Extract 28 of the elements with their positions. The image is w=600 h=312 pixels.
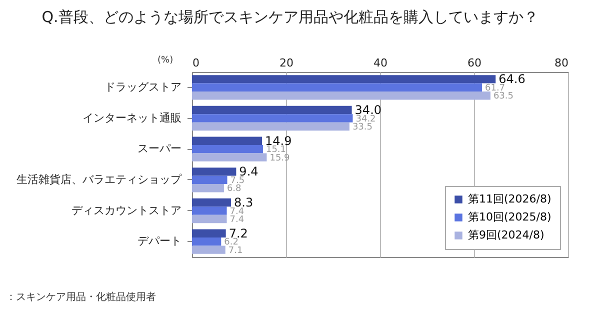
x-tick-label: 80 xyxy=(554,56,568,70)
x-tick-label: 20 xyxy=(280,56,294,70)
y-tick-label: ディスカウントストア xyxy=(72,204,182,217)
data-label: 15.1 xyxy=(266,145,286,156)
data-label: 63.5 xyxy=(493,92,514,102)
y-tick-label: インターネット通販 xyxy=(82,111,182,124)
data-label: 7.4 xyxy=(230,214,244,225)
legend-label: 第11回(2026/8) xyxy=(468,192,552,206)
data-label: 6.2 xyxy=(224,238,238,248)
chart-title: Q.普段、どのような場所でスキンケア用品や化粧品を購入していますか？ xyxy=(42,8,538,26)
data-label: 61.7 xyxy=(484,83,506,94)
y-tick-label: ドラッグストア xyxy=(104,80,182,94)
y-tick-label: デパート xyxy=(138,234,182,248)
text: ：スキンケア用品・化粧品使用者 xyxy=(6,290,156,304)
x-tick-label: 40 xyxy=(374,56,388,70)
data-label: 33.5 xyxy=(352,122,372,132)
legend-label: 第9回(2024/8) xyxy=(468,228,544,242)
data-label: 7.4 xyxy=(230,206,244,217)
y-tick-label: 生活雑貨店、バラエティショップ xyxy=(16,172,182,186)
x-tick-label: 0 xyxy=(192,56,200,70)
x-tick-label: 60 xyxy=(468,56,482,70)
legend-label: 第10回(2025/8) xyxy=(468,210,552,224)
data-label: 7.1 xyxy=(228,246,243,256)
data-label: 34.2 xyxy=(356,114,376,124)
x-axis-title: (%) xyxy=(158,56,174,66)
data-label: 6.8 xyxy=(226,184,242,194)
y-tick-label: スーパー xyxy=(138,142,182,156)
data-label: 7.5 xyxy=(230,176,245,186)
